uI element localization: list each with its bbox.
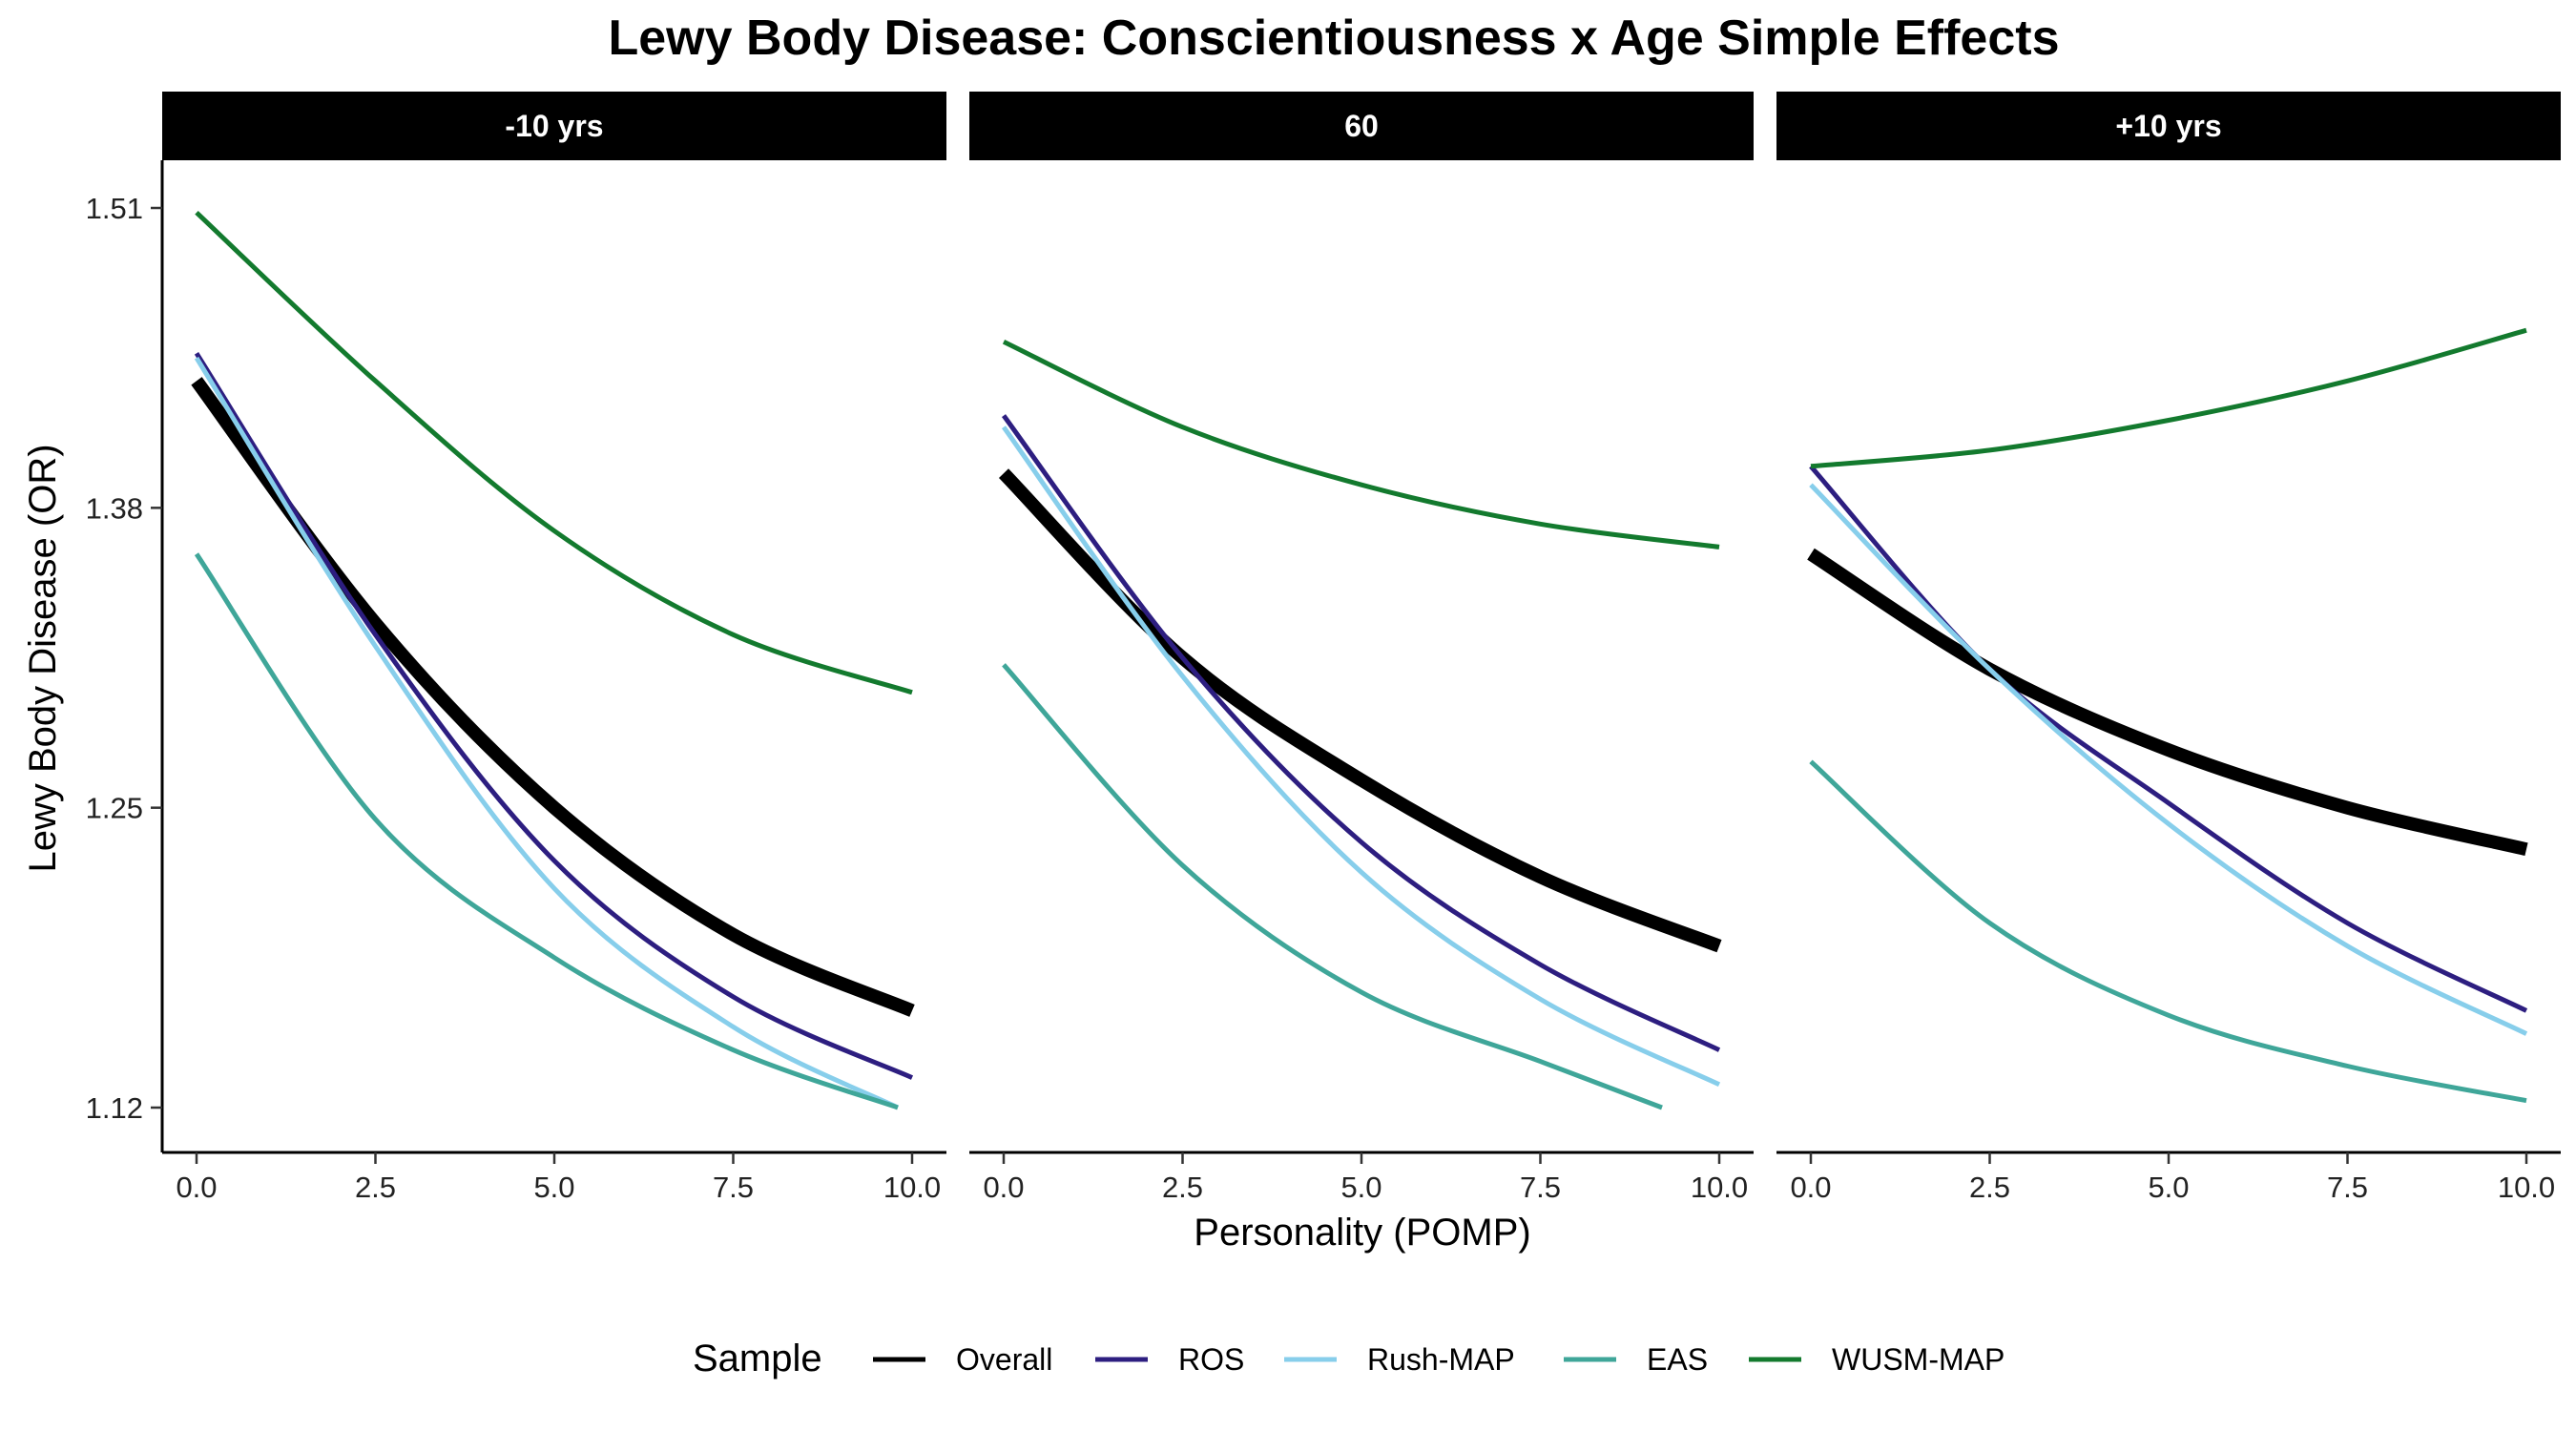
x-tick-label: 2.5 bbox=[1162, 1171, 1203, 1204]
x-tick-label: 5.0 bbox=[533, 1171, 574, 1204]
x-tick-label: 7.5 bbox=[2327, 1171, 2368, 1204]
series-line-eas bbox=[1002, 663, 1663, 1110]
y-tick-label: 1.25 bbox=[86, 792, 143, 825]
series-line-wusm-map bbox=[195, 210, 913, 695]
series-line-ros bbox=[1001, 414, 1721, 1052]
x-tick-label: 5.0 bbox=[1340, 1171, 1381, 1204]
series-line-overall bbox=[191, 377, 915, 1017]
series-line-ros bbox=[1809, 465, 2528, 1013]
x-axis-title: Personality (POMP) bbox=[1194, 1212, 1530, 1254]
x-tick-label: 7.5 bbox=[713, 1171, 754, 1204]
x-tick-label: 5.0 bbox=[2148, 1171, 2189, 1204]
legend-title: Sample bbox=[693, 1338, 822, 1379]
x-tick-label: 2.5 bbox=[355, 1171, 396, 1204]
legend-label-wusm-map: WUSM-MAP bbox=[1832, 1342, 2005, 1377]
x-tick-label: 7.5 bbox=[1520, 1171, 1561, 1204]
legend-label-rush-map: Rush-MAP bbox=[1367, 1342, 1515, 1377]
y-axis-title: Lewy Body Disease (OR) bbox=[22, 444, 64, 872]
x-tick-label: 0.0 bbox=[983, 1171, 1024, 1204]
x-tick-label: 10.0 bbox=[883, 1171, 941, 1204]
facet-panel-3: +10 yrs 0.0 2.5 5.0 7.5 10.0 bbox=[1776, 92, 2561, 1204]
series-line-rush-map bbox=[194, 356, 900, 1110]
y-tick-label: 1.38 bbox=[86, 491, 143, 525]
chart-title: Lewy Body Disease: Conscientiousness x A… bbox=[609, 10, 2060, 66]
series-line-wusm-map bbox=[1810, 327, 2527, 469]
facet-strip-label: 60 bbox=[1344, 109, 1379, 143]
facet-panel-2: 60 0.0 2.5 5.0 7.5 10.0 bbox=[969, 92, 1754, 1204]
x-tick-label: 2.5 bbox=[1969, 1171, 2010, 1204]
series-line-eas bbox=[1809, 759, 2527, 1104]
facet-strip bbox=[969, 92, 1754, 160]
y-tick-label: 1.12 bbox=[86, 1091, 143, 1125]
legend-label-eas: EAS bbox=[1647, 1342, 1708, 1377]
series-line-ros bbox=[194, 351, 914, 1080]
facet-panel-1: -10 yrs 1.12 1.25 1.38 1.51 0.0 2.5 5.0 7.5 10.0 bbox=[86, 92, 946, 1204]
legend-items: Overall ROS Rush-MAP EAS WUSM-MAP bbox=[873, 1342, 2005, 1377]
facet-strip-label: +10 yrs bbox=[2115, 109, 2221, 143]
facet-strip bbox=[1776, 92, 2561, 160]
legend-label-overall: Overall bbox=[956, 1342, 1052, 1377]
series-line-rush-map bbox=[1001, 425, 1721, 1088]
x-tick-label: 0.0 bbox=[1790, 1171, 1831, 1204]
x-tick-label: 10.0 bbox=[1691, 1171, 1748, 1204]
series-line-eas bbox=[194, 552, 899, 1110]
x-tick-label: 10.0 bbox=[2498, 1171, 2555, 1204]
x-tick-label: 0.0 bbox=[176, 1171, 217, 1204]
legend-label-ros: ROS bbox=[1178, 1342, 1244, 1377]
facet-strip bbox=[162, 92, 946, 160]
series-line-overall bbox=[1807, 548, 2528, 857]
facet-strip-label: -10 yrs bbox=[505, 109, 603, 143]
series-line-wusm-map bbox=[1002, 339, 1720, 550]
y-tick-label: 1.51 bbox=[86, 192, 143, 225]
series-line-overall bbox=[998, 468, 1722, 953]
series-line-rush-map bbox=[1809, 483, 2528, 1036]
legend: Sample Overall ROS Rush-MAP EAS WUSM-MAP bbox=[693, 1338, 2005, 1379]
